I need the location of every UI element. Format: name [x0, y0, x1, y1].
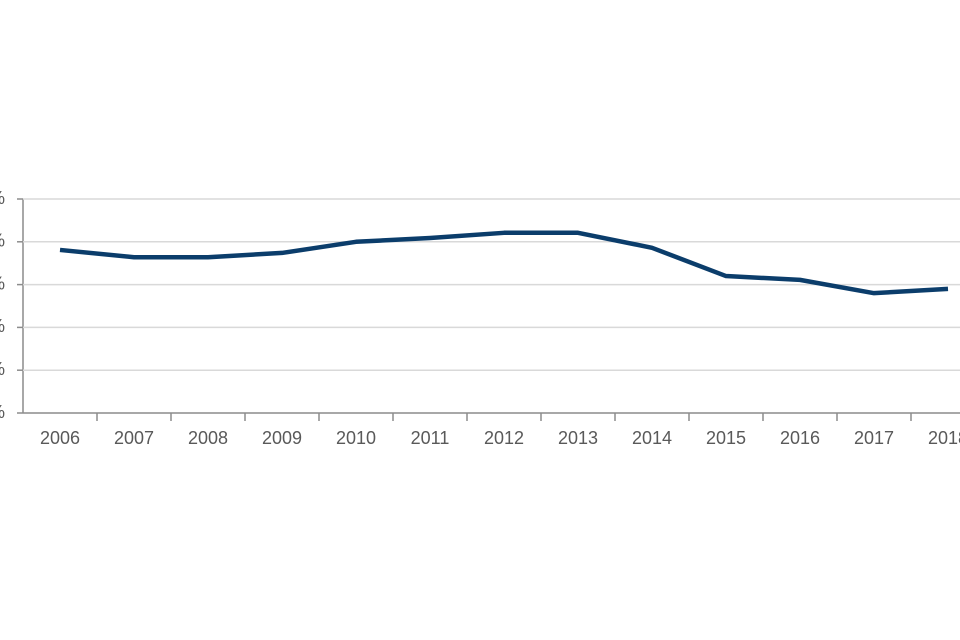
x-tick-label: 2010: [336, 428, 376, 448]
y-tick-label: %: [0, 231, 5, 251]
x-tick-label: 2009: [262, 428, 302, 448]
x-tick-label: 2007: [114, 428, 154, 448]
y-tick-label: %: [0, 359, 5, 379]
x-tick-label: 2015: [706, 428, 746, 448]
y-tick-label: %: [0, 273, 5, 293]
x-tick-label: 2018: [928, 428, 960, 448]
y-tick-label: %: [0, 402, 5, 422]
x-tick-label: 2006: [40, 428, 80, 448]
x-tick-label: 2012: [484, 428, 524, 448]
data-line: [59, 230, 949, 296]
x-tick-label: 2014: [632, 428, 672, 448]
x-tick-label: 2008: [188, 428, 228, 448]
y-tick-label: %: [0, 316, 5, 336]
y-tick-label: %: [0, 188, 5, 208]
x-tick-label: 2013: [558, 428, 598, 448]
x-tick-label: 2017: [854, 428, 894, 448]
x-tick-label: 2016: [780, 428, 820, 448]
x-tick-label: 2011: [411, 428, 450, 448]
